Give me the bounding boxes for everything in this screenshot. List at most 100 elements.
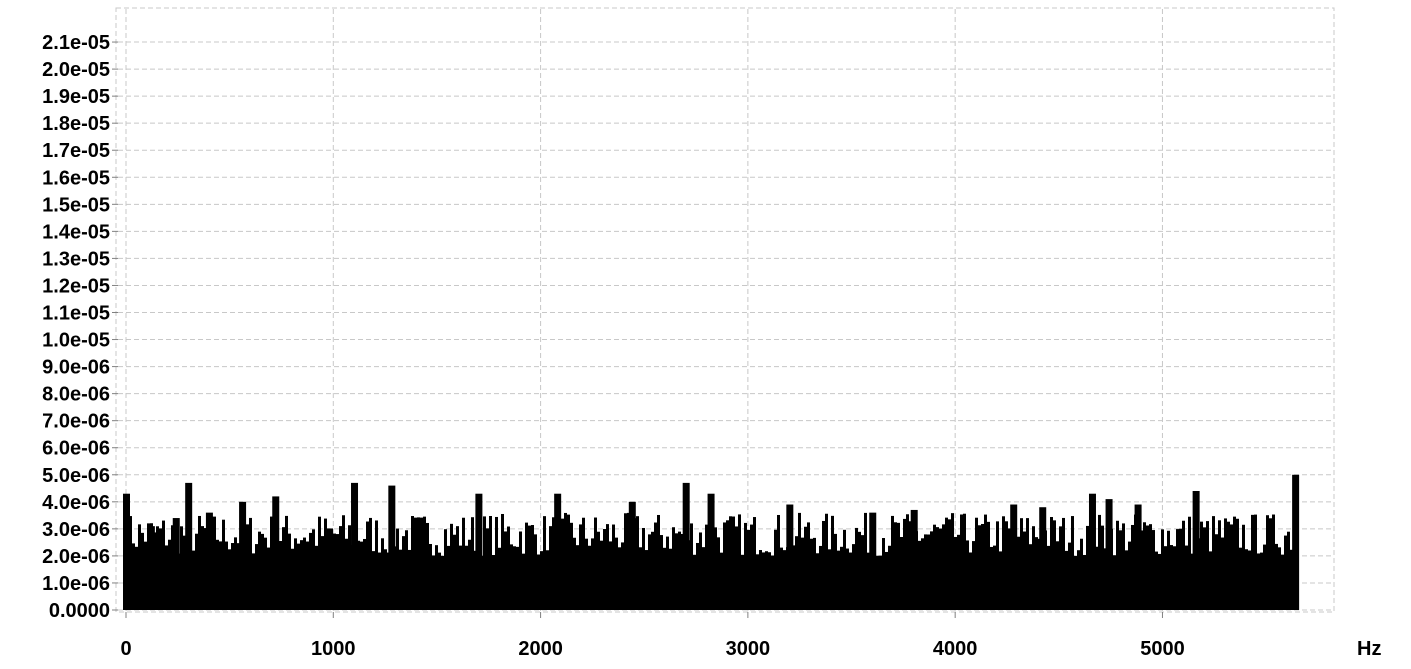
noise-bar <box>267 547 270 610</box>
noise-bar <box>408 549 411 610</box>
noise-bar <box>1185 545 1188 610</box>
noise-bar <box>645 550 648 610</box>
noise-bar <box>1116 520 1119 610</box>
noise-bar <box>471 517 474 610</box>
noise-bar <box>399 549 402 610</box>
noise-bar <box>795 536 798 610</box>
y-tick-label: 1.1e-05 <box>42 303 110 325</box>
noise-bar <box>411 516 414 610</box>
peak-bar <box>786 504 794 610</box>
peak-bar <box>869 512 877 610</box>
noise-bar <box>429 543 432 610</box>
y-tick-label: 5.0e-06 <box>42 465 110 487</box>
noise-bar <box>168 539 171 610</box>
noise-bar <box>1245 549 1248 610</box>
noise-bar <box>201 526 204 610</box>
noise-bar <box>849 552 852 610</box>
x-axis-labels: 0 1000 2000 3000 4000 5000 <box>120 612 1185 660</box>
peak-bar <box>554 493 562 610</box>
noise-bar <box>489 516 492 610</box>
noise-bar <box>573 537 576 610</box>
noise-bar <box>1158 553 1161 610</box>
noise-bar <box>966 540 969 610</box>
noise-bar <box>984 514 987 610</box>
noise-bar <box>1056 541 1059 610</box>
noise-bar <box>543 516 546 610</box>
noise-bar <box>861 535 864 610</box>
noise-bar <box>498 547 501 610</box>
noise-bar <box>894 522 897 610</box>
noise-bar <box>513 546 516 610</box>
noise-bar <box>621 542 624 610</box>
x-tick-label: 1000 <box>311 638 356 660</box>
y-tick-label: 1.0e-05 <box>42 330 110 352</box>
noise-bar <box>486 528 489 610</box>
noise-bar <box>339 526 342 610</box>
noise-bar <box>1203 527 1206 610</box>
noise-bar <box>816 553 819 610</box>
peak-bar <box>123 493 130 610</box>
plot-area <box>115 7 1335 613</box>
noise-bar <box>867 552 870 610</box>
noise-bar <box>1254 514 1257 610</box>
noise-bar <box>747 529 750 610</box>
noise-bar <box>360 541 363 610</box>
noise-bar <box>129 516 132 610</box>
noise-bar <box>1128 541 1131 610</box>
noise-bar <box>579 524 582 610</box>
noise-bar <box>1290 549 1293 610</box>
noise-bar <box>372 551 375 610</box>
noise-bar <box>1173 546 1176 610</box>
noise-bar <box>306 541 309 610</box>
noise-bar <box>1269 518 1272 610</box>
noise-bar <box>441 555 444 610</box>
noise-bar <box>252 553 255 610</box>
noise-bar <box>1101 525 1104 610</box>
noise-bar <box>291 548 294 610</box>
noise-bar <box>627 512 630 610</box>
y-tick-label: 2.0e-05 <box>42 59 110 81</box>
noise-bar <box>1143 522 1146 610</box>
noise-bar <box>714 527 717 610</box>
noise-bar <box>1047 545 1050 610</box>
noise-bar <box>699 532 702 610</box>
noise-bar <box>1062 517 1065 610</box>
noise-bar <box>465 545 468 610</box>
peak-bar <box>1292 474 1300 610</box>
noise-bar <box>204 528 207 610</box>
noise-bar <box>564 512 567 610</box>
grid-lines <box>118 9 1333 611</box>
noise-bar <box>927 534 930 610</box>
noise-bar <box>852 544 855 610</box>
noise-bar <box>825 513 828 610</box>
noise-bar <box>159 528 162 610</box>
noise-bar <box>780 547 783 610</box>
y-tick-label: 7.0e-06 <box>42 411 110 433</box>
noise-bar <box>285 515 288 610</box>
noise-bar <box>336 534 339 610</box>
noise-bar <box>999 551 1002 610</box>
noise-bar <box>705 524 708 610</box>
noise-bar <box>996 521 999 610</box>
noise-bar <box>1068 542 1071 610</box>
noise-bar <box>939 528 942 610</box>
y-tick-label: 6.0e-06 <box>42 438 110 460</box>
noise-bar <box>657 514 660 610</box>
peak-bar <box>1105 499 1113 610</box>
peak-bar <box>628 501 636 610</box>
noise-bar <box>1104 548 1107 610</box>
noise-bar <box>366 521 369 610</box>
noise-bar <box>345 538 348 610</box>
noise-bar <box>1272 514 1275 610</box>
noise-bar <box>417 517 420 610</box>
noise-bar <box>315 545 318 610</box>
noise-bar <box>732 516 735 610</box>
noise-bar <box>720 552 723 610</box>
noise-bar <box>432 555 435 610</box>
noise-bar <box>1071 516 1074 610</box>
noise-bar <box>546 550 549 610</box>
noise-bar <box>327 528 330 610</box>
noise-bar <box>1251 514 1254 610</box>
noise-bar <box>1017 536 1020 610</box>
